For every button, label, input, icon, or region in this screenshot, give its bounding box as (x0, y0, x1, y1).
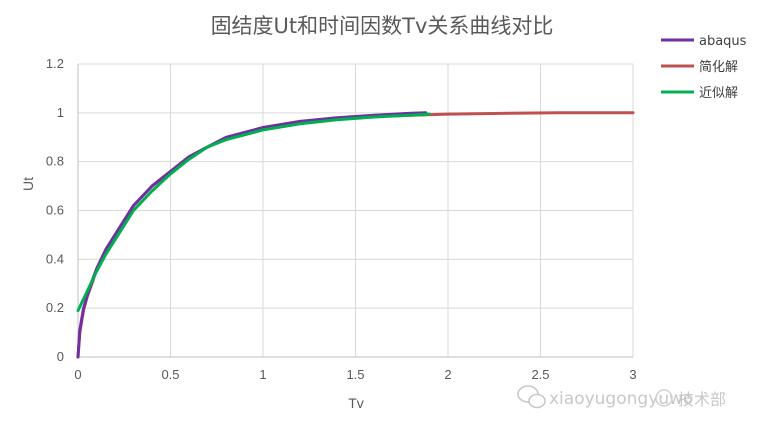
legend-label: abaqus (699, 34, 747, 49)
x-tick-label: 2 (444, 367, 451, 382)
series-line-2 (76, 112, 431, 313)
x-tick-label: 2.5 (531, 367, 549, 382)
x-tick-label: 1.5 (346, 367, 364, 382)
y-tick-label: 0.2 (46, 300, 64, 315)
x-axis-ticks: 0 0.5 1 1.5 2 2.5 3 (74, 367, 636, 382)
y-tick-label: 0.8 (46, 154, 64, 169)
x-tick-label: 0 (74, 367, 81, 382)
x-axis-label: Tv (348, 395, 364, 411)
y-tick-label: 0.4 (46, 251, 64, 266)
watermark: xiaoyugongyuwo 技术部 (517, 385, 726, 409)
y-tick-label: 0.6 (46, 203, 64, 218)
legend-label: 简化解 (699, 59, 738, 75)
chart-title: 固结度Ut和时间因数Tv关系曲线对比 (211, 14, 554, 38)
mascot-icon (655, 389, 673, 407)
series-line-0 (76, 111, 428, 359)
y-axis-ticks: 0 0.2 0.4 0.6 0.8 1 1.2 (46, 56, 64, 364)
y-tick-label: 1 (57, 105, 64, 120)
series-lines (76, 111, 635, 359)
y-tick-label: 1.2 (46, 56, 64, 71)
x-tick-label: 0.5 (161, 367, 179, 382)
wechat-icon (517, 385, 546, 409)
x-tick-label: 3 (629, 367, 636, 382)
y-axis-label: Ut (20, 177, 36, 191)
y-tick-label: 0 (57, 349, 64, 364)
legend-label: 近似解 (699, 86, 738, 101)
watermark-sub: 技术部 (678, 390, 726, 409)
x-tick-label: 1 (259, 367, 266, 382)
grid (78, 63, 634, 357)
